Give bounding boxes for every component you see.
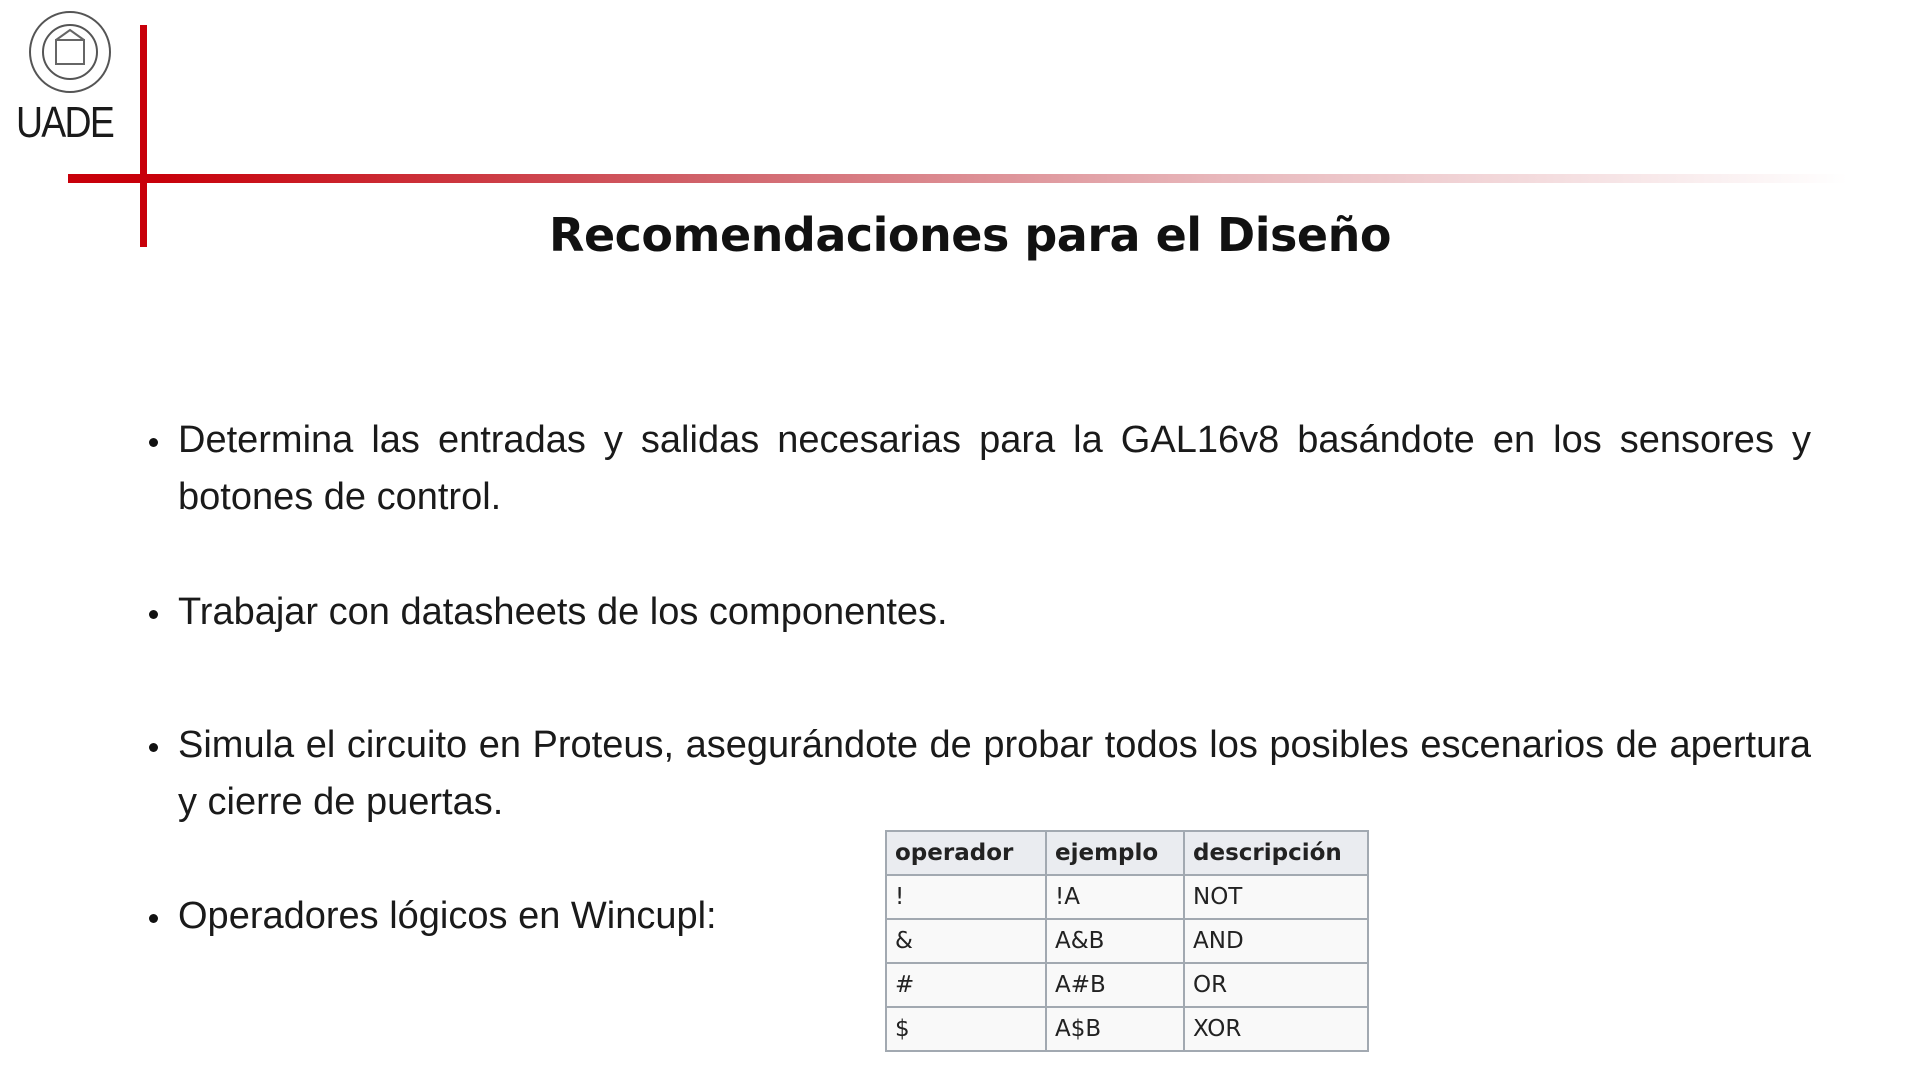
cell: A&B xyxy=(1045,918,1185,964)
table-header-row: operador ejemplo descripción xyxy=(885,830,1369,876)
cell: OR xyxy=(1183,962,1369,1008)
header-cell: descripción xyxy=(1183,830,1369,876)
table-row: # A#B OR xyxy=(885,962,1369,1008)
bullet-item: Determina las entradas y salidas necesar… xyxy=(145,412,1811,526)
table-row: & A&B AND xyxy=(885,918,1369,964)
bullet-item: Operadores lógicos en Wincupl: xyxy=(145,888,845,945)
uade-logo-text: UADE xyxy=(16,98,115,147)
header-cell: operador xyxy=(885,830,1047,876)
header-cell: ejemplo xyxy=(1045,830,1185,876)
operators-table: operador ejemplo descripción ! !A NOT & A&B… xyxy=(885,830,1369,1052)
table-row: ! !A NOT xyxy=(885,874,1369,920)
cell: & xyxy=(885,918,1047,964)
red-horizontal-rule xyxy=(68,174,1848,183)
cell: AND xyxy=(1183,918,1369,964)
bullet-list-4: Operadores lógicos en Wincupl: xyxy=(145,888,845,945)
cell: # xyxy=(885,962,1047,1008)
cell: ! xyxy=(885,874,1047,920)
bullet-list-3: Simula el circuito en Proteus, aseguránd… xyxy=(145,717,1811,831)
bullet-list-1: Determina las entradas y salidas necesar… xyxy=(145,412,1811,526)
cell: XOR xyxy=(1183,1006,1369,1052)
table-row: $ A$B XOR xyxy=(885,1006,1369,1052)
cell: A$B xyxy=(1045,1006,1185,1052)
cell: A#B xyxy=(1045,962,1185,1008)
red-vertical-rule xyxy=(140,25,147,247)
university-seal-logo xyxy=(29,11,111,93)
bullet-item: Trabajar con datasheets de los component… xyxy=(145,584,1811,641)
cell: NOT xyxy=(1183,874,1369,920)
bullet-item: Simula el circuito en Proteus, aseguránd… xyxy=(145,717,1811,831)
cell: !A xyxy=(1045,874,1185,920)
bullet-list-2: Trabajar con datasheets de los component… xyxy=(145,584,1811,641)
page-title: Recomendaciones para el Diseño xyxy=(549,208,1391,262)
cell: $ xyxy=(885,1006,1047,1052)
